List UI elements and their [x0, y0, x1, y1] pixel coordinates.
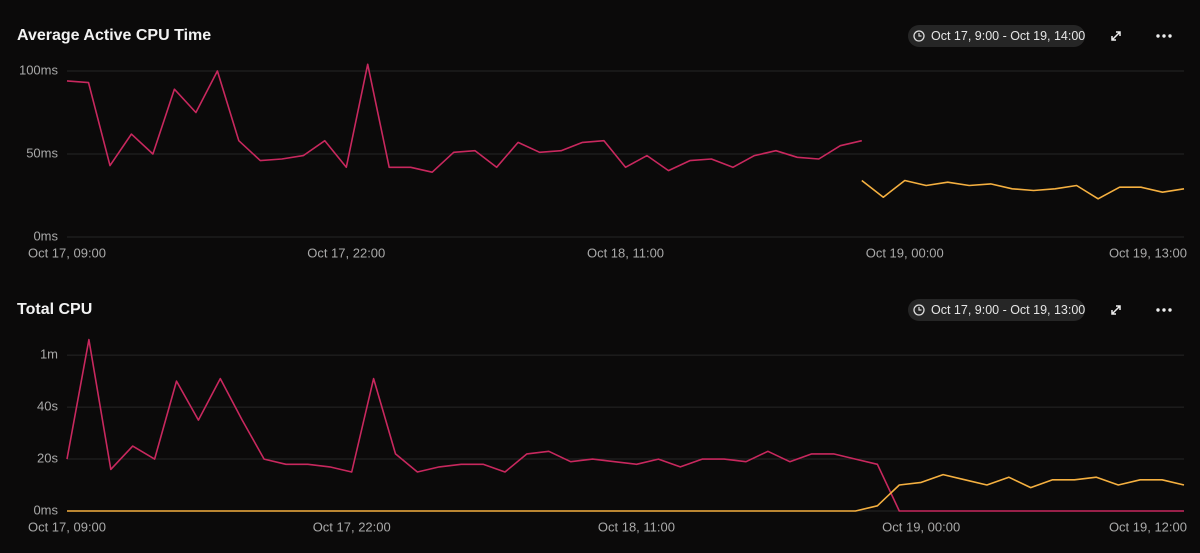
x-tick-label: Oct 17, 22:00 — [313, 519, 391, 534]
expand-icon — [1111, 305, 1121, 315]
x-tick-label: Oct 19, 00:00 — [866, 245, 944, 260]
chart-title: Total CPU — [17, 301, 92, 318]
dot — [1162, 308, 1166, 312]
chart-title: Average Active CPU Time — [17, 27, 211, 44]
y-tick-label: 50ms — [26, 145, 58, 160]
x-tick-label: Oct 19, 12:00 — [1109, 519, 1187, 534]
x-tick-label: Oct 18, 11:00 — [587, 245, 664, 260]
series-line — [861, 179, 1185, 200]
time-range: Oct 17, 9:00 - Oct 19, 14:00 — [931, 29, 1085, 43]
expand-icon — [1111, 31, 1121, 41]
x-tick-label: Oct 19, 13:00 — [1109, 245, 1187, 260]
dot — [1168, 308, 1172, 312]
dot — [1162, 34, 1166, 38]
series-line — [66, 338, 1184, 512]
y-tick-label: 1m — [40, 347, 58, 362]
clock-hands — [918, 307, 922, 311]
series-line — [67, 473, 1185, 512]
x-tick-label: Oct 17, 22:00 — [307, 245, 385, 260]
expand-button[interactable] — [1111, 305, 1121, 315]
time-range-badge[interactable]: Oct 17, 9:00 - Oct 19, 13:00 — [908, 299, 1085, 321]
badge-bg — [908, 25, 1085, 47]
y-tick-label: 20s — [37, 450, 58, 465]
x-tick-label: Oct 19, 00:00 — [882, 519, 960, 534]
dot — [1156, 34, 1160, 38]
clock-hands — [918, 33, 922, 37]
y-tick-label: 0ms — [33, 228, 58, 243]
badge-bg — [908, 299, 1085, 321]
y-tick-label: 100ms — [19, 62, 59, 77]
x-tick-label: Oct 17, 09:00 — [28, 519, 106, 534]
more-button[interactable] — [1156, 34, 1172, 38]
series-line — [66, 63, 862, 173]
dot — [1168, 34, 1172, 38]
clock-icon — [913, 304, 925, 316]
more-button[interactable] — [1156, 308, 1172, 312]
y-tick-label: 40s — [37, 399, 58, 414]
time-range-badge[interactable]: Oct 17, 9:00 - Oct 19, 14:00 — [908, 25, 1085, 47]
clock-icon — [913, 30, 925, 42]
dot — [1156, 308, 1160, 312]
y-tick-label: 0ms — [33, 502, 58, 517]
x-tick-label: Oct 18, 11:00 — [598, 519, 675, 534]
x-tick-label: Oct 17, 09:00 — [28, 245, 106, 260]
time-range: Oct 17, 9:00 - Oct 19, 13:00 — [931, 303, 1085, 317]
expand-button[interactable] — [1111, 31, 1121, 41]
